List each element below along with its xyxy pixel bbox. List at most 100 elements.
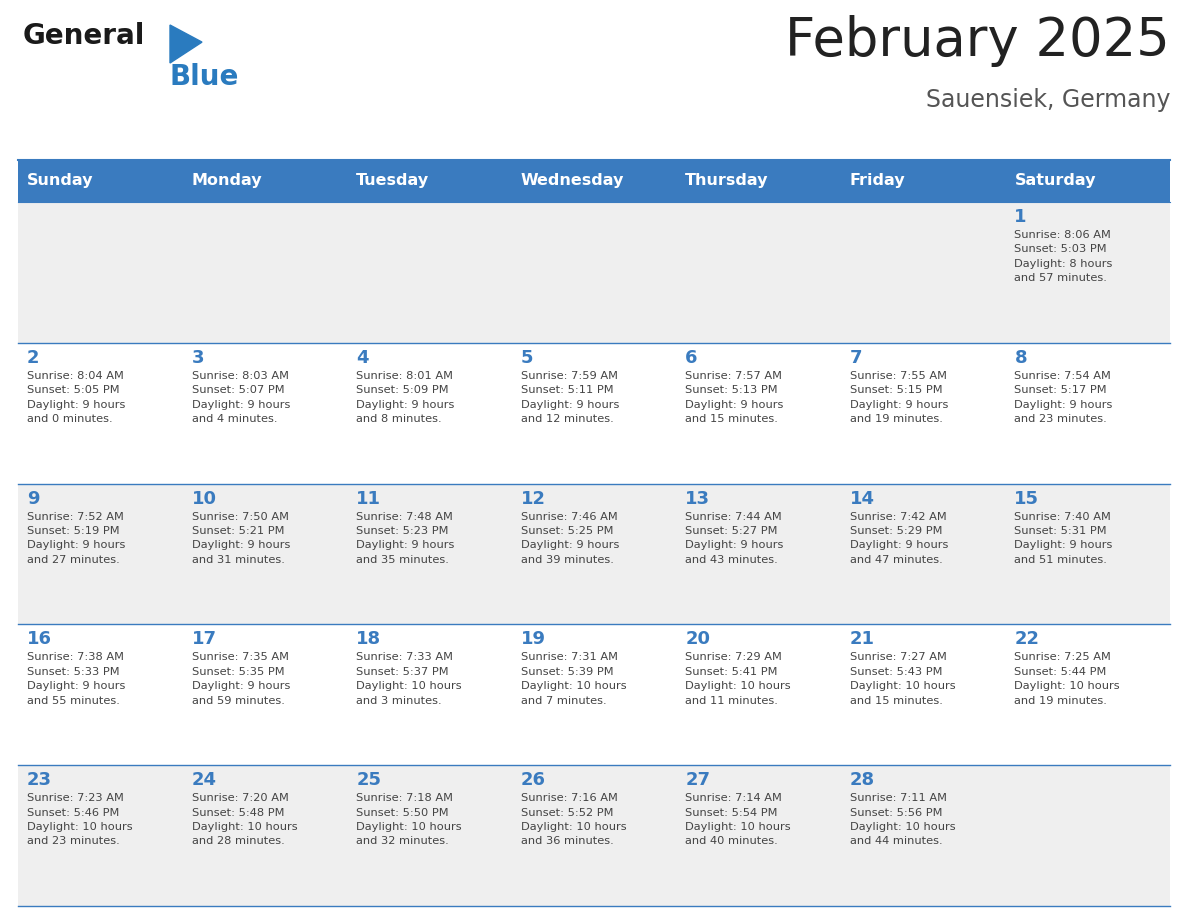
Text: Tuesday: Tuesday [356,174,429,188]
Text: 1: 1 [1015,208,1026,226]
Text: Sunrise: 7:57 AM
Sunset: 5:13 PM
Daylight: 9 hours
and 15 minutes.: Sunrise: 7:57 AM Sunset: 5:13 PM Dayligh… [685,371,784,424]
Text: 16: 16 [27,631,52,648]
Text: 3: 3 [191,349,204,367]
Bar [18,766,183,906]
Bar [841,342,1005,484]
Text: Sunrise: 7:55 AM
Sunset: 5:15 PM
Daylight: 9 hours
and 19 minutes.: Sunrise: 7:55 AM Sunset: 5:15 PM Dayligh… [849,371,948,424]
Text: 25: 25 [356,771,381,789]
Text: 22: 22 [1015,631,1040,648]
Text: Friday: Friday [849,174,905,188]
Bar [676,484,841,624]
Bar [1005,342,1170,484]
Text: 15: 15 [1015,489,1040,508]
Bar [18,484,183,624]
Text: Saturday: Saturday [1015,174,1095,188]
Text: Sunrise: 7:50 AM
Sunset: 5:21 PM
Daylight: 9 hours
and 31 minutes.: Sunrise: 7:50 AM Sunset: 5:21 PM Dayligh… [191,511,290,565]
Text: 9: 9 [27,489,39,508]
Bar [347,342,512,484]
Text: Sunrise: 7:42 AM
Sunset: 5:29 PM
Daylight: 9 hours
and 47 minutes.: Sunrise: 7:42 AM Sunset: 5:29 PM Dayligh… [849,511,948,565]
Text: 11: 11 [356,489,381,508]
Text: Sunrise: 7:44 AM
Sunset: 5:27 PM
Daylight: 9 hours
and 43 minutes.: Sunrise: 7:44 AM Sunset: 5:27 PM Dayligh… [685,511,784,565]
Text: Thursday: Thursday [685,174,769,188]
Text: 6: 6 [685,349,697,367]
Text: 23: 23 [27,771,52,789]
Text: Sunrise: 7:23 AM
Sunset: 5:46 PM
Daylight: 10 hours
and 23 minutes.: Sunrise: 7:23 AM Sunset: 5:46 PM Dayligh… [27,793,133,846]
Bar [841,160,1005,202]
Text: Sunrise: 7:54 AM
Sunset: 5:17 PM
Daylight: 9 hours
and 23 minutes.: Sunrise: 7:54 AM Sunset: 5:17 PM Dayligh… [1015,371,1113,424]
Bar [841,484,1005,624]
Text: 28: 28 [849,771,876,789]
Bar [18,624,183,766]
Bar [183,766,347,906]
Polygon shape [170,25,202,63]
Text: 17: 17 [191,631,216,648]
Text: Sunrise: 7:31 AM
Sunset: 5:39 PM
Daylight: 10 hours
and 7 minutes.: Sunrise: 7:31 AM Sunset: 5:39 PM Dayligh… [520,653,626,706]
Text: Sunrise: 7:46 AM
Sunset: 5:25 PM
Daylight: 9 hours
and 39 minutes.: Sunrise: 7:46 AM Sunset: 5:25 PM Dayligh… [520,511,619,565]
Bar [1005,202,1170,342]
Bar [18,342,183,484]
Bar [676,624,841,766]
Text: Sunrise: 7:52 AM
Sunset: 5:19 PM
Daylight: 9 hours
and 27 minutes.: Sunrise: 7:52 AM Sunset: 5:19 PM Dayligh… [27,511,126,565]
Bar [512,484,676,624]
Text: Sunrise: 8:04 AM
Sunset: 5:05 PM
Daylight: 9 hours
and 0 minutes.: Sunrise: 8:04 AM Sunset: 5:05 PM Dayligh… [27,371,126,424]
Bar [18,202,183,342]
Text: Sunrise: 7:11 AM
Sunset: 5:56 PM
Daylight: 10 hours
and 44 minutes.: Sunrise: 7:11 AM Sunset: 5:56 PM Dayligh… [849,793,955,846]
Text: February 2025: February 2025 [785,15,1170,67]
Text: 26: 26 [520,771,545,789]
Text: Sunrise: 7:48 AM
Sunset: 5:23 PM
Daylight: 9 hours
and 35 minutes.: Sunrise: 7:48 AM Sunset: 5:23 PM Dayligh… [356,511,455,565]
Text: 2: 2 [27,349,39,367]
Bar [512,202,676,342]
Bar [841,624,1005,766]
Text: 14: 14 [849,489,874,508]
Text: Sunrise: 7:59 AM
Sunset: 5:11 PM
Daylight: 9 hours
and 12 minutes.: Sunrise: 7:59 AM Sunset: 5:11 PM Dayligh… [520,371,619,424]
Bar [1005,484,1170,624]
Bar [512,624,676,766]
Bar [183,160,347,202]
Bar [183,202,347,342]
Text: Sauensiek, Germany: Sauensiek, Germany [925,88,1170,112]
Bar [841,202,1005,342]
Text: 18: 18 [356,631,381,648]
Bar [512,342,676,484]
Text: Sunrise: 7:35 AM
Sunset: 5:35 PM
Daylight: 9 hours
and 59 minutes.: Sunrise: 7:35 AM Sunset: 5:35 PM Dayligh… [191,653,290,706]
Text: Sunrise: 7:18 AM
Sunset: 5:50 PM
Daylight: 10 hours
and 32 minutes.: Sunrise: 7:18 AM Sunset: 5:50 PM Dayligh… [356,793,462,846]
Bar [676,342,841,484]
Text: 7: 7 [849,349,862,367]
Text: Sunrise: 8:01 AM
Sunset: 5:09 PM
Daylight: 9 hours
and 8 minutes.: Sunrise: 8:01 AM Sunset: 5:09 PM Dayligh… [356,371,455,424]
Text: 13: 13 [685,489,710,508]
Text: Sunrise: 7:38 AM
Sunset: 5:33 PM
Daylight: 9 hours
and 55 minutes.: Sunrise: 7:38 AM Sunset: 5:33 PM Dayligh… [27,653,126,706]
Bar [347,202,512,342]
Bar [183,624,347,766]
Text: Sunrise: 7:27 AM
Sunset: 5:43 PM
Daylight: 10 hours
and 15 minutes.: Sunrise: 7:27 AM Sunset: 5:43 PM Dayligh… [849,653,955,706]
Text: 8: 8 [1015,349,1028,367]
Bar [183,342,347,484]
Text: Monday: Monday [191,174,263,188]
Bar [18,160,183,202]
Text: Sunrise: 7:40 AM
Sunset: 5:31 PM
Daylight: 9 hours
and 51 minutes.: Sunrise: 7:40 AM Sunset: 5:31 PM Dayligh… [1015,511,1113,565]
Text: 10: 10 [191,489,216,508]
Text: Sunrise: 7:25 AM
Sunset: 5:44 PM
Daylight: 10 hours
and 19 minutes.: Sunrise: 7:25 AM Sunset: 5:44 PM Dayligh… [1015,653,1120,706]
Text: 27: 27 [685,771,710,789]
Text: Sunrise: 8:06 AM
Sunset: 5:03 PM
Daylight: 8 hours
and 57 minutes.: Sunrise: 8:06 AM Sunset: 5:03 PM Dayligh… [1015,230,1113,283]
Bar [512,766,676,906]
Bar [183,484,347,624]
Bar [512,160,676,202]
Bar [1005,160,1170,202]
Bar [1005,624,1170,766]
Text: 12: 12 [520,489,545,508]
Text: 21: 21 [849,631,874,648]
Text: Sunrise: 7:29 AM
Sunset: 5:41 PM
Daylight: 10 hours
and 11 minutes.: Sunrise: 7:29 AM Sunset: 5:41 PM Dayligh… [685,653,791,706]
Text: 5: 5 [520,349,533,367]
Text: 20: 20 [685,631,710,648]
Bar [347,484,512,624]
Text: 24: 24 [191,771,216,789]
Text: Sunrise: 8:03 AM
Sunset: 5:07 PM
Daylight: 9 hours
and 4 minutes.: Sunrise: 8:03 AM Sunset: 5:07 PM Dayligh… [191,371,290,424]
Bar [1005,766,1170,906]
Text: Sunrise: 7:14 AM
Sunset: 5:54 PM
Daylight: 10 hours
and 40 minutes.: Sunrise: 7:14 AM Sunset: 5:54 PM Dayligh… [685,793,791,846]
Text: 19: 19 [520,631,545,648]
Bar [676,160,841,202]
Text: Sunrise: 7:33 AM
Sunset: 5:37 PM
Daylight: 10 hours
and 3 minutes.: Sunrise: 7:33 AM Sunset: 5:37 PM Dayligh… [356,653,462,706]
Bar [841,766,1005,906]
Text: 4: 4 [356,349,368,367]
Text: Sunday: Sunday [27,174,94,188]
